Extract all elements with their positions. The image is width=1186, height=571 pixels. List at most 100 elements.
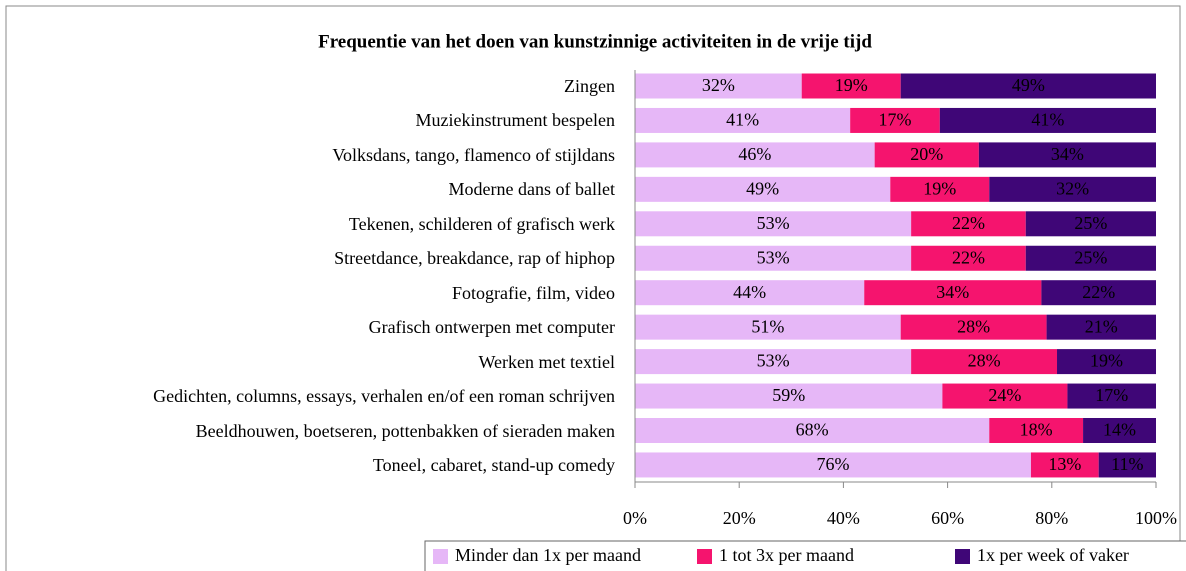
category-label: Beeldhouwen, boetseren, pottenbakken of … <box>195 420 615 441</box>
bar-segment <box>864 280 1042 306</box>
category-label-wrap: Toneel, cabaret, stand-up comedy <box>30 420 615 480</box>
data-label: 76% <box>816 454 849 474</box>
data-label: 22% <box>952 213 985 233</box>
category-label: Fotografie, film, video <box>452 282 615 303</box>
data-label: 59% <box>772 385 805 405</box>
data-label: 49% <box>1012 75 1045 95</box>
category-label: Zingen <box>564 76 615 96</box>
data-label: 24% <box>988 385 1021 405</box>
data-label: 34% <box>1051 144 1084 164</box>
legend-label: 1 tot 3x per maand <box>719 545 854 565</box>
bar-segment <box>911 245 1026 271</box>
bar-segment <box>850 107 940 133</box>
data-label: 41% <box>726 110 759 130</box>
category-label: Grafisch ontwerpen met computer <box>368 317 615 338</box>
bar-segment <box>1030 452 1099 478</box>
bar-segment <box>635 314 901 340</box>
data-label: 22% <box>1082 282 1115 302</box>
category-label-wrap: Beeldhouwen, boetseren, pottenbakken of … <box>30 386 615 446</box>
bar-segment <box>635 176 891 202</box>
bar-segment <box>1046 314 1156 340</box>
category-label-box: Toneel, cabaret, stand-up comedy <box>30 420 615 480</box>
legend-label: Minder dan 1x per maand <box>455 545 641 565</box>
legend-box <box>424 540 1186 571</box>
category-label-box: Fotografie, film, video <box>30 248 615 308</box>
category-label: Streetdance, breakdance, rap of hiphop <box>334 248 615 269</box>
category-label-box: Volksdans, tango, flamenco of stijldans <box>30 110 615 170</box>
data-label: 19% <box>835 75 868 95</box>
category-label-wrap: Volksdans, tango, flamenco of stijldans <box>30 110 615 170</box>
data-label: 46% <box>738 144 771 164</box>
bar-segment <box>635 418 990 443</box>
category-label-box: Gedichten, columns, essays, verhalen en/… <box>30 351 615 411</box>
bar-segment <box>1067 383 1156 409</box>
data-label: 53% <box>757 213 790 233</box>
bar-segment <box>635 280 865 306</box>
chart-title: Frequentie van het doen van kunstzinnige… <box>318 31 872 52</box>
bar-segment <box>900 314 1047 340</box>
category-label: Gedichten, columns, essays, verhalen en/… <box>153 386 615 407</box>
bar-segment <box>874 142 979 168</box>
data-label: 19% <box>1090 351 1123 371</box>
category-label-wrap: Moderne dans of ballet <box>30 144 615 204</box>
bar-segment <box>1025 245 1156 271</box>
data-label: 25% <box>1074 213 1107 233</box>
data-label: 25% <box>1074 247 1107 267</box>
bar-segment <box>942 383 1068 409</box>
bar-segment <box>801 73 901 99</box>
category-label-wrap: Tekenen, schilderen of grafisch werk <box>30 179 615 239</box>
category-label-box: Beeldhouwen, boetseren, pottenbakken of … <box>30 386 615 446</box>
category-label-box: Zingen <box>30 41 615 101</box>
x-tick-label: 0% <box>623 508 647 528</box>
category-label-box: Werken met textiel <box>30 317 616 377</box>
x-tick-label: 60% <box>931 508 964 528</box>
category-label-wrap: Werken met textiel <box>30 317 616 377</box>
category-label-box: Streetdance, breakdance, rap of hiphop <box>30 213 615 273</box>
bar-segment <box>635 349 912 375</box>
data-label: 41% <box>1031 110 1064 130</box>
bar-segment <box>1098 452 1156 478</box>
bar-segment <box>1025 211 1156 237</box>
category-label: Moderne dans of ballet <box>448 179 615 200</box>
category-label: Tekenen, schilderen of grafisch werk <box>348 213 615 234</box>
category-label-box: Moderne dans of ballet <box>30 144 615 204</box>
bar-segment <box>911 349 1058 375</box>
data-label: 18% <box>1020 420 1053 440</box>
category-label: Werken met textiel <box>478 351 616 372</box>
bar-segment <box>1057 349 1156 375</box>
data-label: 28% <box>968 351 1001 371</box>
x-tick-label: 20% <box>723 508 756 528</box>
data-label: 21% <box>1085 316 1118 336</box>
bar-segment <box>911 211 1026 237</box>
data-label: 17% <box>878 110 911 130</box>
data-label: 44% <box>733 282 766 302</box>
legend-swatch <box>955 549 970 564</box>
category-label-wrap: Zingen <box>30 41 615 101</box>
legend-swatch <box>433 549 448 564</box>
x-tick-label: 40% <box>827 508 860 528</box>
bar-segment <box>635 142 875 168</box>
data-label: 53% <box>757 351 790 371</box>
data-label: 49% <box>746 178 779 198</box>
bar-segment <box>890 176 990 202</box>
category-label-box: Grafisch ontwerpen met computer <box>368 317 615 338</box>
category-label-wrap: Gedichten, columns, essays, verhalen en/… <box>30 351 615 411</box>
bar-segment <box>635 73 802 99</box>
category-label: Volksdans, tango, flamenco of stijldans <box>332 144 615 165</box>
bar-segment <box>635 452 1031 478</box>
legend-label: 1x per week of vaker <box>977 545 1129 565</box>
bar-segment <box>1083 418 1156 443</box>
data-label: 19% <box>923 178 956 198</box>
category-label: Muziekinstrument bespelen <box>415 110 615 131</box>
data-label: 34% <box>936 282 969 302</box>
bar-segment <box>1041 280 1156 306</box>
category-label-wrap: Streetdance, breakdance, rap of hiphop <box>30 213 615 273</box>
bar-segment <box>978 142 1156 168</box>
category-label-wrap: Fotografie, film, video <box>30 248 615 308</box>
data-label: 13% <box>1048 454 1081 474</box>
legend-swatch <box>697 549 712 564</box>
data-label: 68% <box>796 420 829 440</box>
bar-segment <box>900 73 1156 99</box>
data-label: 22% <box>952 247 985 267</box>
